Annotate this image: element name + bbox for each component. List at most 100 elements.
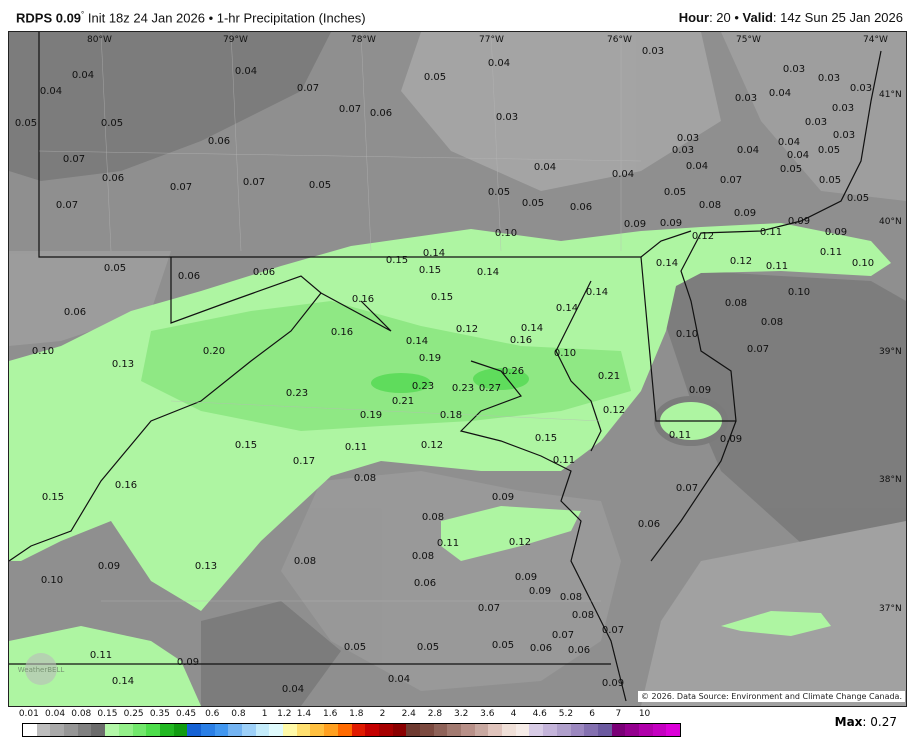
precip-value-label: 0.05	[15, 118, 37, 129]
colorbar-swatch	[652, 724, 667, 736]
precip-value-label: 0.04	[40, 86, 62, 97]
precip-value-label: 0.16	[510, 335, 532, 346]
precip-value-label: 0.14	[656, 258, 678, 269]
precip-value-label: 0.05	[780, 164, 802, 175]
precip-value-label: 0.11	[345, 442, 367, 453]
precip-value-label: 0.14	[556, 303, 578, 314]
precip-green-areas	[9, 223, 891, 706]
precip-value-label: 0.09	[492, 492, 514, 503]
colorbar-label: 7	[615, 709, 622, 719]
precip-value-label: 0.07	[63, 154, 85, 165]
precip-value-label: 0.19	[360, 410, 382, 421]
precip-value-label: 0.04	[282, 684, 304, 695]
precip-value-label: 0.04	[612, 169, 634, 180]
colorbar-swatch	[242, 724, 256, 736]
precip-value-label: 0.12	[692, 231, 714, 242]
colorbar-swatch	[625, 724, 639, 736]
precip-value-label: 0.15	[386, 255, 408, 266]
colorbar-swatch	[105, 724, 119, 736]
colorbar-swatch	[77, 724, 92, 736]
colorbar-swatch	[419, 724, 434, 736]
colorbar-swatch	[611, 724, 626, 736]
precip-value-label: 0.14	[423, 248, 445, 259]
precip-value-label: 0.10	[32, 346, 54, 357]
colorbar-swatch	[351, 724, 366, 736]
colorbar-swatch	[365, 724, 379, 736]
latitude-label: 41°N	[879, 90, 902, 100]
colorbar-swatch	[214, 724, 229, 736]
colorbar-swatch	[461, 724, 475, 736]
precip-value-label: 0.07	[676, 483, 698, 494]
precip-value-label: 0.12	[603, 405, 625, 416]
precip-value-label: 0.03	[850, 83, 872, 94]
precip-value-label: 0.14	[586, 287, 608, 298]
precip-value-label: 0.05	[488, 187, 510, 198]
colorbar-label: 2.4	[401, 709, 416, 719]
precip-value-label: 0.09	[98, 561, 120, 572]
precip-value-label: 0.10	[554, 348, 576, 359]
precip-value-label: 0.10	[852, 258, 874, 269]
precip-value-label: 0.07	[747, 344, 769, 355]
precip-value-label: 0.07	[552, 630, 574, 641]
precip-value-label: 0.15	[42, 492, 64, 503]
precip-value-label: 0.04	[388, 674, 410, 685]
precip-value-label: 0.15	[431, 292, 453, 303]
precip-value-label: 0.06	[638, 519, 660, 530]
colorbar-swatch	[228, 724, 242, 736]
precip-value-label: 0.04	[787, 150, 809, 161]
precip-value-label: 0.05	[424, 72, 446, 83]
precip-value-label: 0.21	[598, 371, 620, 382]
colorbar-swatch	[283, 724, 297, 736]
precip-value-label: 0.10	[788, 287, 810, 298]
colorbar-swatch	[638, 724, 653, 736]
precipitation-map: 80°W 79°W 78°W 77°W 76°W 75°W 74°W 41°N 40°N 39°N…	[8, 31, 907, 707]
precip-value-label: 0.07	[170, 182, 192, 193]
precip-value-label: 0.05	[492, 640, 514, 651]
precip-value-label: 0.08	[354, 473, 376, 484]
precip-value-label: 0.08	[422, 512, 444, 523]
colorbar-swatch	[502, 724, 516, 736]
precip-value-label: 0.03	[805, 117, 827, 128]
precip-value-label: 0.08	[560, 592, 582, 603]
colorbar-label: 1.4	[296, 709, 312, 719]
longitude-label: 79°W	[223, 35, 248, 45]
precip-value-label: 0.12	[509, 537, 531, 548]
colorbar-label: 3.6	[480, 709, 495, 719]
precip-value-label: 0.09	[788, 216, 810, 227]
precip-value-label: 0.11	[820, 247, 842, 258]
colorbar-label: 0.8	[231, 709, 246, 719]
precip-value-label: 0.20	[203, 346, 225, 357]
colorbar-swatch	[556, 724, 571, 736]
longitude-label: 78°W	[351, 35, 376, 45]
precip-value-label: 0.23	[286, 388, 308, 399]
precip-value-label: 0.12	[421, 440, 443, 451]
longitude-label: 80°W	[87, 35, 112, 45]
longitude-label: 76°W	[607, 35, 632, 45]
precip-value-label: 0.15	[235, 440, 257, 451]
map-title: RDPS 0.09° Init 18z 24 Jan 2026 • 1-hr P…	[16, 10, 366, 26]
precip-value-label: 0.03	[672, 145, 694, 156]
precip-value-label: 0.04	[534, 162, 556, 173]
precip-value-label: 0.03	[496, 112, 518, 123]
colorbar-label: 0.15	[97, 709, 118, 719]
precip-value-label: 0.05	[847, 193, 869, 204]
colorbar-swatch	[543, 724, 557, 736]
precip-value-label: 0.09	[177, 657, 199, 668]
precip-value-label: 0.03	[677, 133, 699, 144]
colorbar	[22, 723, 681, 737]
precip-value-label: 0.08	[699, 200, 721, 211]
precip-value-label: 0.03	[642, 46, 664, 57]
precip-value-label: 0.06	[370, 108, 392, 119]
precip-value-label: 0.03	[735, 93, 757, 104]
precip-value-label: 0.08	[412, 551, 434, 562]
colorbar-swatch	[23, 724, 37, 736]
colorbar-swatch	[474, 724, 489, 736]
precip-value-label: 0.11	[669, 430, 691, 441]
precip-value-label: 0.08	[294, 556, 316, 567]
precip-value-label: 0.14	[112, 676, 134, 687]
precip-value-label: 0.06	[178, 271, 200, 282]
precip-value-label: 0.05	[664, 187, 686, 198]
colorbar-label: 10	[638, 709, 651, 719]
precip-value-label: 0.06	[208, 136, 230, 147]
colorbar-swatch	[64, 724, 78, 736]
